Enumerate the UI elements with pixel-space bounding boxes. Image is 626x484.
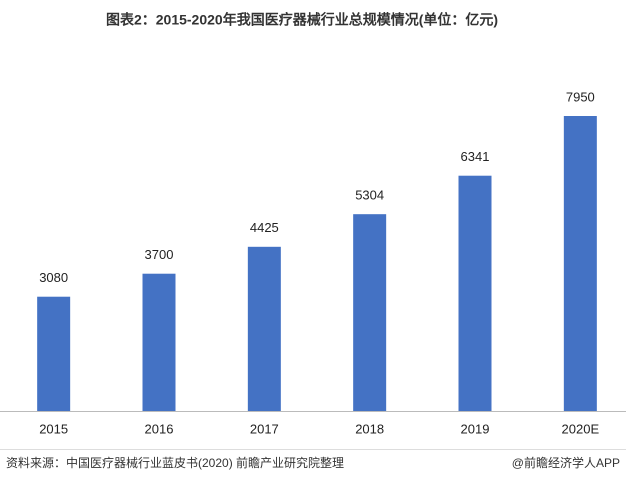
value-label: 3080 (39, 270, 68, 285)
bar (353, 214, 387, 411)
x-tick-label: 2018 (355, 421, 384, 436)
chart-title: 图表2：2015-2020年我国医疗器械行业总规模情况(单位：亿元) (106, 12, 498, 28)
x-tick-label: 2017 (250, 421, 279, 436)
source-note: 资料来源：中国医疗器械行业蓝皮书(2020) 前瞻产业研究院整理 (6, 455, 344, 470)
x-tick-label: 2015 (39, 421, 68, 436)
x-tick-label: 2016 (145, 421, 174, 436)
bar (247, 246, 281, 411)
value-label: 6341 (461, 149, 490, 164)
value-label: 5304 (355, 188, 384, 203)
value-label: 7950 (566, 89, 595, 104)
value-label: 4425 (250, 220, 279, 235)
bar (458, 175, 492, 411)
bar (37, 296, 71, 411)
x-tick-label: 2019 (461, 421, 490, 436)
value-label: 3700 (145, 247, 174, 262)
bar (142, 273, 176, 411)
credit: @前瞻经济学人APP (512, 455, 620, 470)
x-tick-label: 2020E (562, 421, 600, 436)
bar (563, 116, 597, 411)
